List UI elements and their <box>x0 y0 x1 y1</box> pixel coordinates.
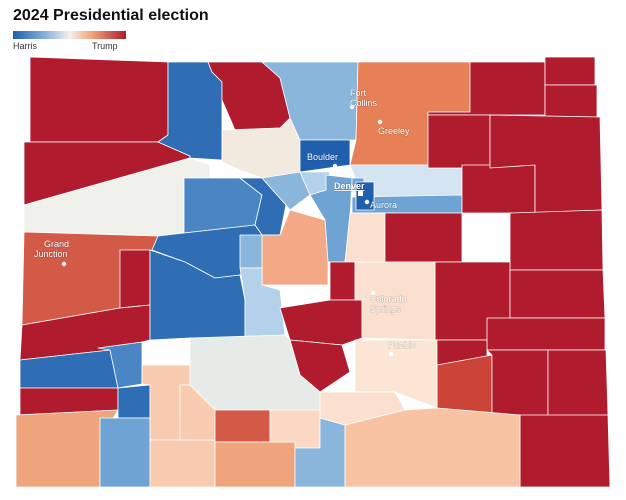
legend-trump-label: Trump <box>92 41 118 51</box>
county-alamosa[interactable] <box>269 409 321 449</box>
aurora-dot[interactable] <box>364 199 370 205</box>
grand-junction-dot[interactable] <box>61 261 67 267</box>
county-park[interactable] <box>261 209 329 286</box>
colorado-springs-line2: Springs <box>370 304 401 314</box>
boulder-dot[interactable] <box>332 163 338 169</box>
county-el-paso[interactable] <box>354 261 436 341</box>
county-fremont[interactable] <box>279 299 363 346</box>
county-conejos[interactable] <box>214 441 296 488</box>
city-markers: Fort Collins Greeley Boulder Denver Auror… <box>34 88 417 357</box>
city-label-aurora: Aurora <box>370 200 397 210</box>
grand-junction-line1: Grand <box>44 239 69 249</box>
county-rio-grande[interactable] <box>214 409 271 443</box>
county-teller[interactable] <box>329 261 356 301</box>
county-phillips[interactable] <box>544 84 598 118</box>
county-las-animas[interactable] <box>344 407 521 488</box>
county-sedgwick[interactable] <box>544 56 596 86</box>
city-label-boulder: Boulder <box>307 152 338 162</box>
county-san-juan[interactable] <box>117 384 151 419</box>
county-denver[interactable] <box>355 181 375 211</box>
county-washington[interactable] <box>461 164 536 214</box>
county-delta[interactable] <box>119 249 151 309</box>
city-label-colorado-springs: Colorado Springs <box>370 294 407 314</box>
county-baca[interactable] <box>519 414 611 488</box>
city-label-grand-junction: Grand Junction <box>34 239 69 259</box>
counties <box>15 56 611 488</box>
county-cheyenne[interactable] <box>509 269 606 319</box>
colorado-springs-dot[interactable] <box>370 290 376 296</box>
county-elbert[interactable] <box>384 212 463 263</box>
county-ouray[interactable] <box>97 341 143 389</box>
county-moffat[interactable] <box>29 56 169 143</box>
city-label-denver: Denver <box>334 181 365 191</box>
denver-marker[interactable] <box>358 191 363 196</box>
fort-collins-dot[interactable] <box>349 104 355 110</box>
county-la-plata[interactable] <box>99 417 151 488</box>
county-archuleta[interactable] <box>149 439 216 488</box>
colorado-springs-line1: Colorado <box>370 294 407 304</box>
county-clear-creek[interactable] <box>261 171 311 211</box>
county-kiowa[interactable] <box>486 317 606 351</box>
fort-collins-line2: Collins <box>350 98 378 108</box>
city-label-pueblo: Pueblo <box>388 340 416 350</box>
county-routt[interactable] <box>157 61 223 161</box>
legend-color-scale <box>13 31 126 39</box>
county-lake[interactable] <box>239 234 263 269</box>
legend-harris-label: Harris <box>13 41 37 51</box>
grand-junction-line2: Junction <box>34 249 68 259</box>
county-morgan[interactable] <box>427 114 491 169</box>
county-bent[interactable] <box>486 349 549 419</box>
map-title: 2024 Presidential election <box>13 7 209 24</box>
city-label-fort-collins: Fort Collins <box>350 88 378 108</box>
greeley-dot[interactable] <box>377 119 383 125</box>
pueblo-dot[interactable] <box>388 351 394 357</box>
county-prowers[interactable] <box>547 349 609 419</box>
county-douglas[interactable] <box>344 212 386 263</box>
county-pueblo[interactable] <box>354 339 438 409</box>
city-label-greeley: Greeley <box>378 126 410 136</box>
county-kit-carson[interactable] <box>509 209 604 271</box>
fort-collins-line1: Fort <box>350 88 367 98</box>
